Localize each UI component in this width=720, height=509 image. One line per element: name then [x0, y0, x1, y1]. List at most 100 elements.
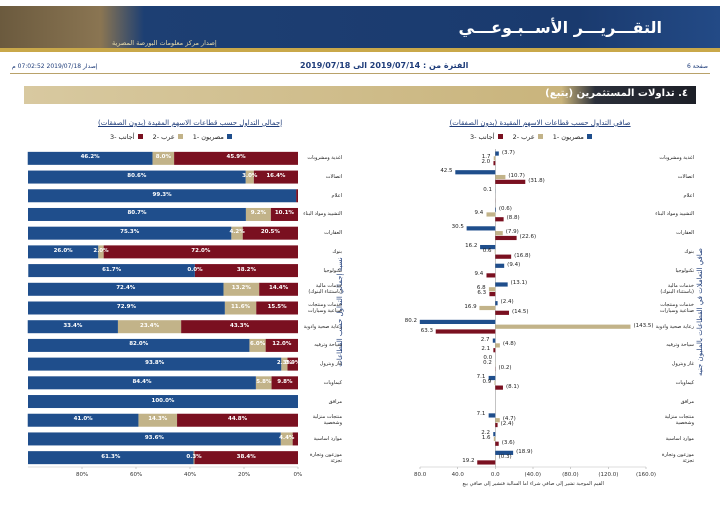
value-label: 2.7	[480, 336, 490, 343]
value-label: 42.5	[440, 168, 453, 175]
bar-segment	[28, 226, 232, 240]
legend-label: أجانب -3	[110, 133, 135, 141]
value-label: 7.1	[476, 374, 486, 381]
bar	[495, 151, 499, 156]
value-label: 2.0%	[93, 247, 109, 254]
bar-segment	[28, 432, 281, 446]
legend-item: عرب -2	[153, 133, 183, 141]
value-label: 10.1%	[274, 210, 294, 217]
value-label: 16.2	[465, 243, 478, 250]
value-label: 2.1	[481, 346, 491, 353]
bar-segment	[253, 170, 298, 184]
value-label: 45.9%	[226, 154, 246, 161]
value-label: 93.8%	[145, 360, 165, 367]
section-bar	[24, 86, 696, 104]
category-label: كيماويات	[323, 379, 342, 386]
value-label: 80.7%	[127, 210, 147, 217]
x-tick-label: 40%	[184, 472, 197, 478]
bar	[466, 226, 496, 231]
value-label: 11.6%	[230, 304, 251, 310]
category-label: سياحة وترفيه	[314, 342, 342, 349]
value-label: 72.4%	[116, 285, 136, 292]
bar-segment	[28, 245, 99, 259]
value-label: (3.7)	[501, 149, 515, 156]
chart-title: إجمالي التداول حسب قطاعات الاسهم المقيدة…	[98, 119, 283, 127]
category-label: مرافق	[328, 398, 342, 405]
bar	[495, 310, 509, 315]
report-title: التقـــريـــر الأســبـوعـــي	[458, 18, 662, 37]
x-tick-label: 80%	[76, 472, 89, 478]
bar-segment	[249, 338, 266, 352]
category-label: اتصالات	[325, 174, 342, 181]
bar-segment	[194, 451, 298, 465]
bar	[495, 422, 498, 428]
value-label: (3.6)	[501, 439, 515, 446]
category-label: بنوك	[684, 248, 694, 255]
value-label: (8.8)	[506, 215, 520, 222]
category-label: غاز وبترول	[671, 361, 694, 368]
legend-swatch	[537, 134, 543, 139]
value-label: (143.5)	[633, 322, 654, 329]
value-label: 9.4	[474, 271, 484, 278]
legend-item: أجانب -3	[110, 133, 143, 141]
value-label: 2.3%	[276, 360, 293, 367]
value-label: (31.8)	[528, 177, 545, 184]
bar	[493, 432, 496, 437]
value-label: 7.1	[476, 411, 486, 418]
value-label: 9.8%	[277, 378, 293, 385]
bar	[495, 174, 506, 180]
bar-segment	[98, 245, 104, 259]
value-label: 9.2%	[250, 210, 267, 217]
x-tick-label: 60%	[130, 472, 143, 478]
bar-segment	[245, 207, 271, 221]
bar	[493, 156, 496, 161]
bar	[492, 338, 496, 343]
value-label: 26.0%	[53, 247, 73, 254]
value-label: 16.4%	[266, 173, 286, 180]
bar-segment	[296, 189, 298, 203]
chart-title: صافي التداول حسب قطاعات الاسهم المقيدة (…	[449, 119, 631, 127]
bar-segment	[271, 376, 298, 390]
bar	[494, 249, 496, 254]
divider	[10, 73, 710, 74]
bar	[495, 450, 514, 455]
value-label: 46.2%	[80, 154, 100, 161]
bar-segment	[103, 245, 298, 259]
category-label: اعلام	[683, 192, 694, 199]
bar-segment	[280, 432, 293, 446]
bar	[486, 212, 496, 217]
bar-segment	[245, 170, 254, 184]
value-label: (22.6)	[519, 233, 537, 240]
value-label: 84.4%	[132, 378, 152, 385]
bar	[495, 418, 500, 423]
legend-item: مصريون -1	[193, 133, 232, 141]
value-label: (16.8)	[514, 252, 531, 259]
axis-title: صافي التعاملات في القطاعات بالمليون جنيه	[695, 248, 704, 376]
category-label: تكنولوجيا	[323, 267, 342, 274]
category-label: اغذية ومشروبات	[307, 155, 342, 162]
value-label: 82.0%	[129, 341, 149, 348]
category-label: اغذية ومشروبات	[659, 155, 694, 162]
legend-label: أجانب -3	[470, 133, 495, 141]
bar-segment	[177, 413, 298, 427]
value-label: (14.5)	[511, 308, 529, 315]
bar-segment	[138, 413, 178, 427]
bar-segment	[28, 264, 195, 278]
legend-label: مصريون -1	[552, 133, 584, 141]
value-label: 0.1	[483, 186, 492, 193]
bar	[495, 235, 517, 241]
bar	[488, 287, 496, 292]
x-tick-label: (160.0)	[636, 472, 657, 478]
bar	[495, 282, 508, 287]
legend: مصريون -1 عرب -2 أجانب -3	[110, 133, 232, 141]
value-label: 30.5	[451, 224, 464, 231]
bar-segment	[194, 264, 298, 278]
legend: مصريون -1 عرب -2 أجانب -3	[470, 133, 592, 141]
bar	[495, 343, 500, 348]
value-label: 0.2	[483, 360, 492, 367]
bar	[495, 324, 631, 329]
value-label: 100.0%	[151, 397, 175, 404]
legend-swatch	[177, 134, 183, 139]
bar-segment	[28, 207, 246, 221]
